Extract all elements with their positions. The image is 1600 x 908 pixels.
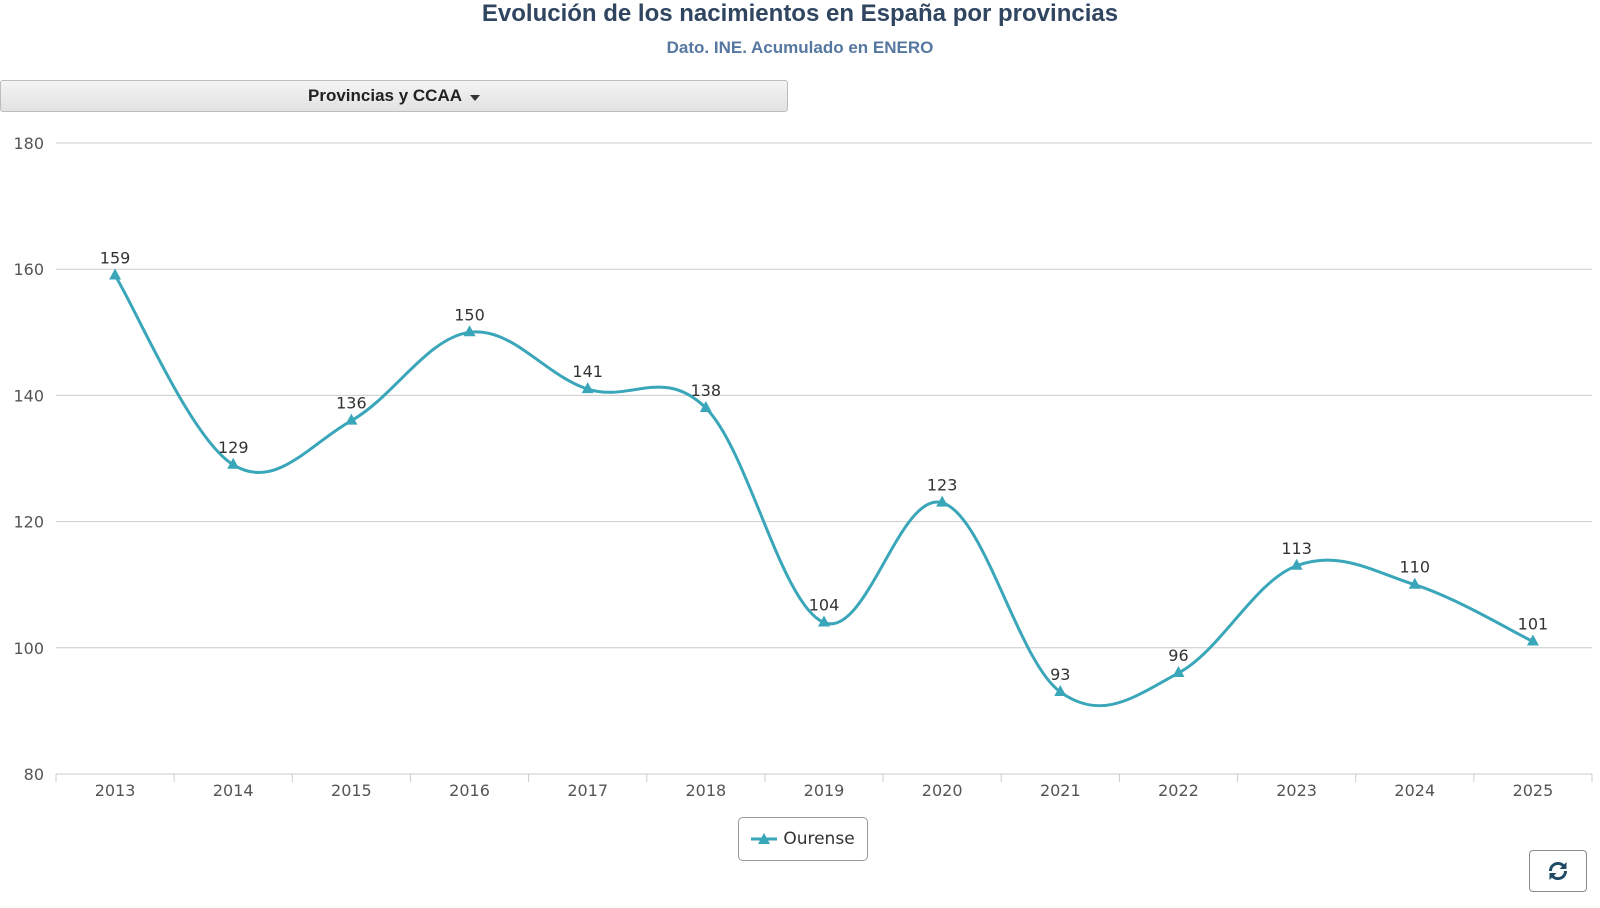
data-point-marker <box>227 457 240 469</box>
data-label: 96 <box>1168 646 1188 665</box>
y-tick-label: 180 <box>13 134 44 153</box>
data-label: 110 <box>1399 558 1430 577</box>
refresh-button[interactable] <box>1529 850 1587 892</box>
data-label: 123 <box>927 476 958 495</box>
series-line-ourense <box>113 274 1534 708</box>
data-point-marker <box>463 325 476 337</box>
y-tick-label: 80 <box>24 765 44 784</box>
x-tick-label: 2019 <box>804 781 845 800</box>
data-point-marker <box>1526 634 1539 646</box>
legend-item-ourense[interactable]: Ourense <box>738 817 868 861</box>
x-tick-label: 2017 <box>567 781 608 800</box>
y-tick-label: 160 <box>13 260 44 279</box>
province-selector-dropdown[interactable]: Provincias y CCAA <box>0 80 788 112</box>
x-tick-label: 2021 <box>1040 781 1081 800</box>
data-point-marker <box>818 615 830 627</box>
data-point-marker <box>109 268 122 280</box>
x-tick-label: 2018 <box>685 781 726 800</box>
refresh-icon <box>1548 861 1568 881</box>
y-tick-label: 100 <box>13 639 44 658</box>
data-point-marker <box>1054 684 1067 696</box>
data-point-marker <box>1408 577 1421 589</box>
data-point-marker <box>1172 666 1185 678</box>
x-tick-label: 2014 <box>213 781 254 800</box>
data-point-marker <box>1290 558 1303 570</box>
data-label: 159 <box>100 249 131 268</box>
x-tick-label: 2023 <box>1276 781 1317 800</box>
data-label: 104 <box>809 596 840 615</box>
y-tick-label: 140 <box>13 386 44 405</box>
x-tick-label: 2016 <box>449 781 490 800</box>
x-tick-label: 2013 <box>95 781 136 800</box>
data-label: 93 <box>1050 665 1070 684</box>
data-point-marker <box>699 401 712 413</box>
data-label: 150 <box>454 305 485 324</box>
data-point-marker <box>936 495 949 507</box>
x-tick-label: 2020 <box>922 781 963 800</box>
data-label: 136 <box>336 394 367 413</box>
data-point-marker <box>581 382 594 394</box>
data-label: 129 <box>218 438 249 457</box>
legend-label: Ourense <box>783 829 855 849</box>
chart-title: Evolución de los nacimientos en España p… <box>481 0 1119 27</box>
data-label: 113 <box>1281 539 1312 558</box>
data-label: 101 <box>1518 614 1549 633</box>
province-selector-label: Provincias y CCAA <box>308 86 462 105</box>
x-tick-label: 2024 <box>1394 781 1435 800</box>
chart-subtitle: Dato. INE. Acumulado en ENERO <box>666 38 934 57</box>
caret-down-icon <box>470 94 480 101</box>
y-tick-label: 120 <box>13 513 44 532</box>
x-tick-label: 2015 <box>331 781 372 800</box>
data-point-marker <box>345 413 358 425</box>
x-tick-label: 2022 <box>1158 781 1199 800</box>
data-label: 141 <box>572 362 603 381</box>
triangle-marker-icon <box>751 833 778 844</box>
data-label: 138 <box>691 381 722 400</box>
x-tick-label: 2025 <box>1513 781 1554 800</box>
